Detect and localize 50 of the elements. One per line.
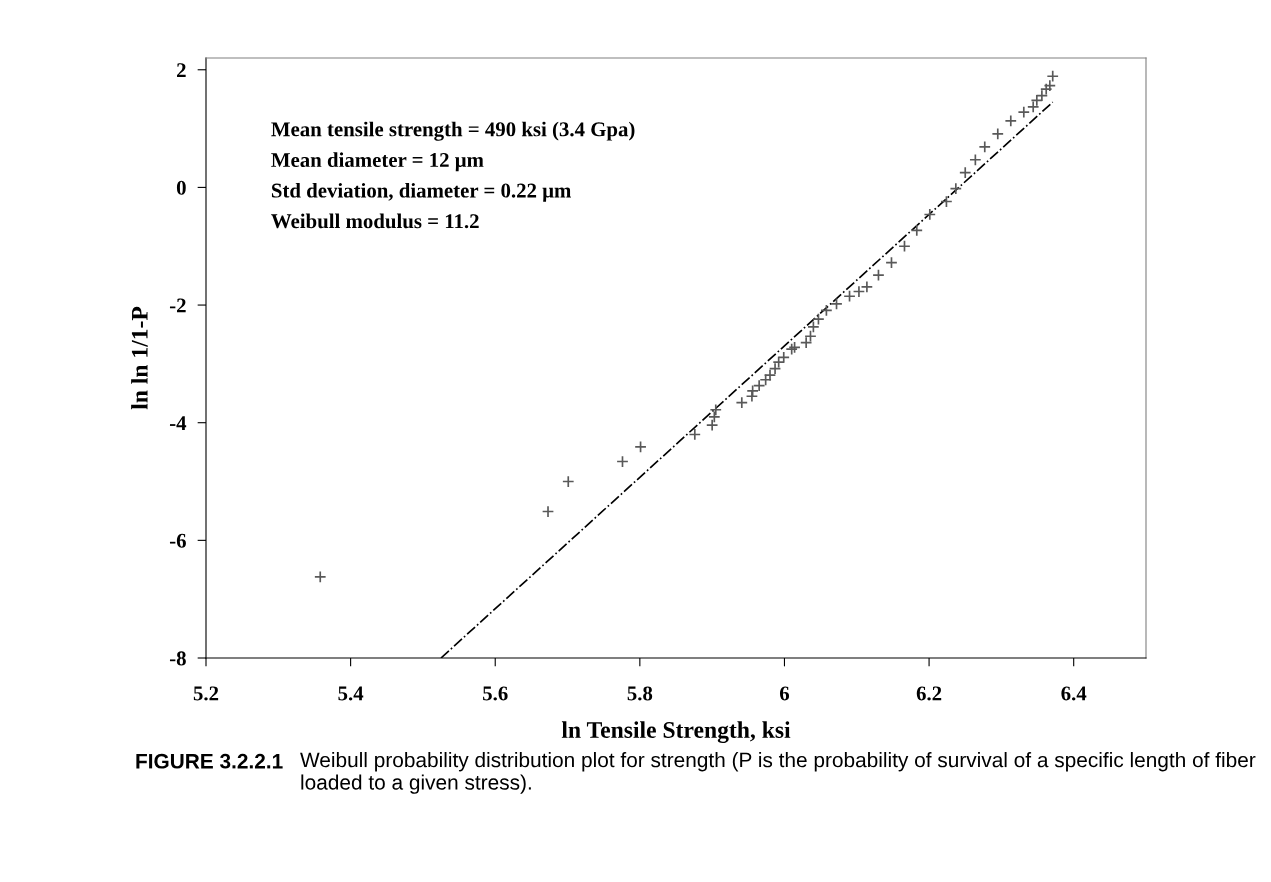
y-tick-label: 0 xyxy=(176,180,186,195)
x-tick-label: 5.4 xyxy=(338,686,364,701)
annotation: Std deviation, diameter = 0.22 μm xyxy=(271,182,571,202)
point xyxy=(872,268,885,282)
y-tick-label: -8 xyxy=(169,651,186,666)
point xyxy=(940,195,953,208)
point xyxy=(1043,79,1057,92)
x-tick-label: 5.2 xyxy=(193,686,219,701)
y-tick-label: -2 xyxy=(169,298,186,313)
x-axis-title: ln Tensile Strength, ksi xyxy=(561,721,791,743)
annotation: Mean tensile strength = 490 ksi (3.4 Gpa) xyxy=(271,121,635,141)
y-axis-title: ln ln 1/1-P xyxy=(131,306,148,410)
x-tick-label: 6.2 xyxy=(916,686,942,701)
point xyxy=(1046,70,1059,83)
x-tick-label: 6.4 xyxy=(1061,686,1087,701)
point xyxy=(843,290,856,303)
point xyxy=(923,208,937,221)
text: Weibull probability distribution plot for strength (P is the probability of survival of a specific length of fiber loaded to a given stress). xyxy=(300,752,1256,794)
point xyxy=(991,127,1004,141)
point xyxy=(745,390,759,403)
point xyxy=(709,403,722,416)
point xyxy=(959,166,972,179)
point xyxy=(634,440,647,454)
x-tick-label: 5.6 xyxy=(483,686,508,701)
point xyxy=(616,455,629,468)
point xyxy=(830,297,843,311)
point xyxy=(1017,105,1031,119)
point xyxy=(969,153,982,166)
point xyxy=(562,475,575,488)
point xyxy=(735,396,749,409)
point xyxy=(820,304,833,317)
annotation: Mean diameter = 12 μm xyxy=(271,152,484,172)
x-tick-label: 6 xyxy=(779,686,790,701)
point xyxy=(541,505,555,518)
y-tick-label: -4 xyxy=(169,416,187,430)
point xyxy=(898,240,911,253)
point xyxy=(314,570,327,584)
point xyxy=(885,256,898,269)
point xyxy=(949,182,963,195)
point xyxy=(705,418,719,432)
y-tick-label: 2 xyxy=(177,63,186,77)
y-tick-label: -6 xyxy=(169,533,186,548)
caption: FIGURE 3.2.2.1 xyxy=(136,753,283,769)
point xyxy=(910,224,923,237)
annotation: Weibull modulus = 11.2 xyxy=(271,213,479,229)
point xyxy=(708,410,721,424)
point xyxy=(1004,114,1017,128)
x-tick-label: 5.8 xyxy=(627,686,653,701)
point xyxy=(978,140,991,154)
point xyxy=(688,428,702,441)
